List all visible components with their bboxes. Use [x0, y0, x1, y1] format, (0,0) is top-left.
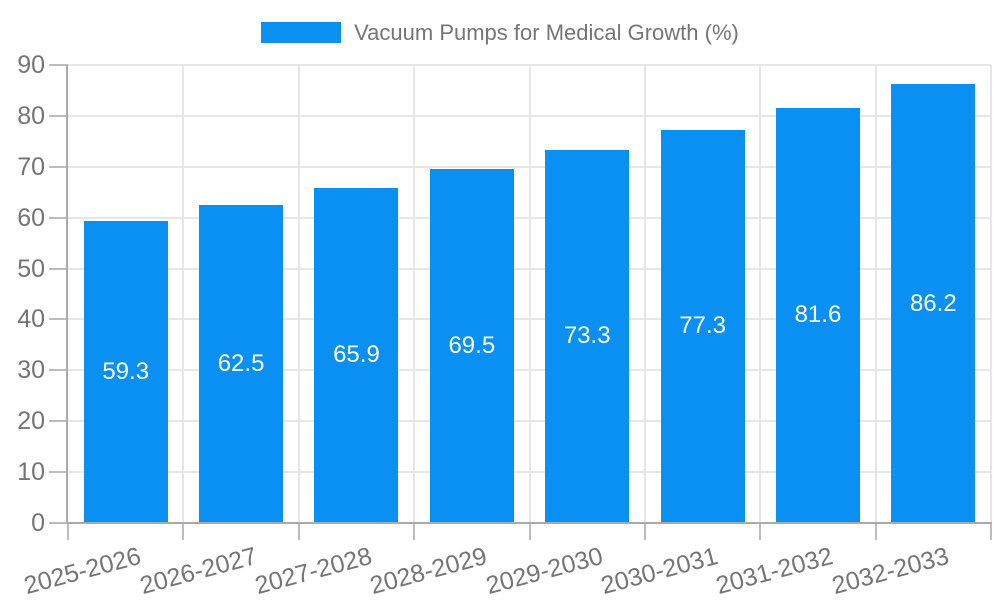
y-tick-50	[49, 267, 68, 270]
y-tick-30	[49, 369, 68, 372]
x-tick-label: 2027-2028	[251, 542, 375, 600]
x-tick-label: 2028-2029	[367, 542, 491, 600]
x-tick-label: 2032-2033	[828, 542, 952, 600]
y-tick-60	[49, 216, 68, 219]
y-tick-label: 10	[17, 458, 45, 487]
gridline-x-boundary-8	[990, 65, 992, 523]
bar-value-label: 69.5	[448, 332, 496, 360]
x-tick-2	[297, 523, 300, 540]
bar-value-label: 86.2	[909, 289, 957, 317]
gridline-x-boundary-3	[413, 65, 416, 523]
gridline-x-boundary-4	[528, 65, 531, 523]
y-tick-label: 70	[17, 152, 45, 181]
bar-2032-2033	[891, 84, 976, 523]
y-tick-20	[49, 420, 68, 423]
y-tick-label: 20	[17, 407, 45, 436]
bar-2030-2031	[660, 129, 745, 523]
y-tick-label: 40	[17, 305, 45, 334]
x-tick-7	[874, 523, 877, 540]
gridline-x-boundary-2	[297, 65, 300, 523]
y-tick-label: 30	[17, 356, 45, 385]
bar-2025-2026	[83, 221, 168, 523]
x-tick-1	[182, 523, 185, 540]
y-tick-40	[49, 318, 68, 321]
y-tick-label: 0	[31, 509, 45, 537]
x-axis-line	[66, 522, 992, 524]
bar-2031-2032	[775, 107, 860, 523]
bar-value-label: 59.3	[102, 358, 150, 386]
x-tick-4	[528, 523, 531, 540]
bar-value-label: 73.3	[563, 322, 611, 350]
x-tick-label: 2030-2031	[598, 542, 721, 600]
y-tick-label: 90	[17, 51, 45, 79]
x-tick-3	[413, 523, 416, 540]
y-tick-70	[49, 165, 68, 168]
y-tick-label: 50	[17, 254, 45, 283]
gridline-x-boundary-1	[182, 65, 185, 523]
bar-value-label: 65.9	[333, 341, 380, 369]
x-tick-0	[67, 523, 69, 540]
x-tick-6	[759, 523, 762, 540]
x-tick-label: 2029-2030	[482, 542, 606, 600]
x-tick-label: 2025-2026	[21, 542, 144, 600]
y-axis-line	[66, 65, 68, 523]
chart-legend: Vacuum Pumps for Medical Growth (%)	[0, 21, 1000, 44]
x-tick-label: 2031-2032	[713, 542, 837, 600]
gridline-x-boundary-5	[643, 65, 646, 523]
y-tick-90	[49, 64, 68, 66]
bar-2029-2030	[545, 149, 630, 523]
bar-value-label: 77.3	[679, 312, 726, 340]
x-tick-5	[643, 523, 646, 540]
legend-swatch	[261, 22, 342, 43]
gridline-x-boundary-6	[759, 65, 762, 523]
bar-2026-2027	[199, 204, 284, 523]
legend-label: Vacuum Pumps for Medical Growth (%)	[354, 20, 739, 45]
y-tick-80	[49, 114, 68, 117]
y-tick-label: 80	[17, 101, 45, 130]
bar-2027-2028	[314, 187, 399, 523]
bar-value-label: 81.6	[794, 301, 842, 329]
y-tick-10	[49, 471, 68, 474]
bar-2028-2029	[429, 169, 514, 523]
y-tick-label: 60	[17, 203, 45, 232]
y-tick-0	[49, 522, 68, 524]
gridline-x-boundary-7	[874, 65, 877, 523]
x-tick-label: 2026-2027	[136, 542, 260, 600]
bar-value-label: 62.5	[217, 349, 265, 377]
x-tick-8	[990, 523, 992, 540]
